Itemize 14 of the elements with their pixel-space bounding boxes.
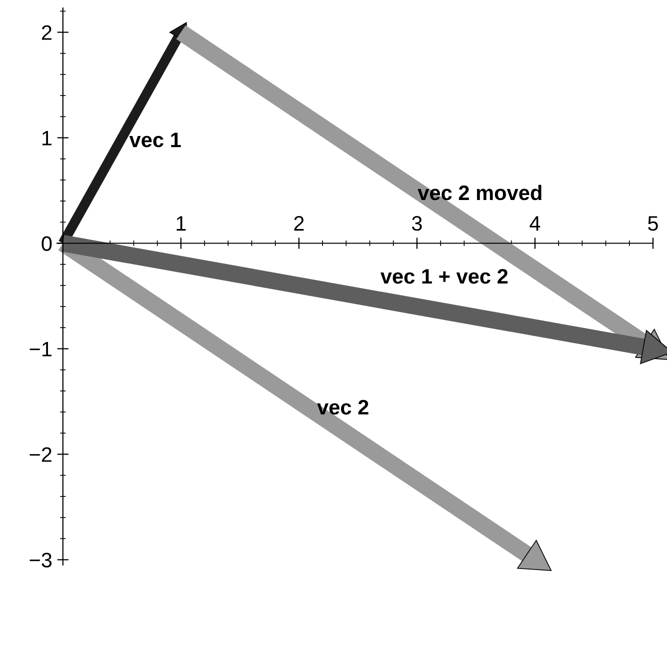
x-tick-label: 5 (648, 216, 658, 231)
x-tick-label: 1 (176, 216, 186, 231)
x-tick-label: 2 (294, 216, 304, 231)
annotation: vec 1 (129, 132, 181, 148)
y-tick-label: −3 (30, 552, 52, 568)
y-tick-label: −1 (30, 342, 52, 356)
x-tick-label: 3 (412, 216, 422, 231)
y-tick-label: −2 (30, 447, 52, 462)
annotation: vec 1 + vec 2 (380, 268, 508, 284)
y-tick-label: 1 (42, 130, 52, 146)
x-tick-label: 4 (530, 216, 540, 231)
annotation: vec 2 (317, 400, 368, 415)
y-tick-label: 0 (42, 236, 52, 251)
y-tick-label: 2 (42, 25, 52, 40)
